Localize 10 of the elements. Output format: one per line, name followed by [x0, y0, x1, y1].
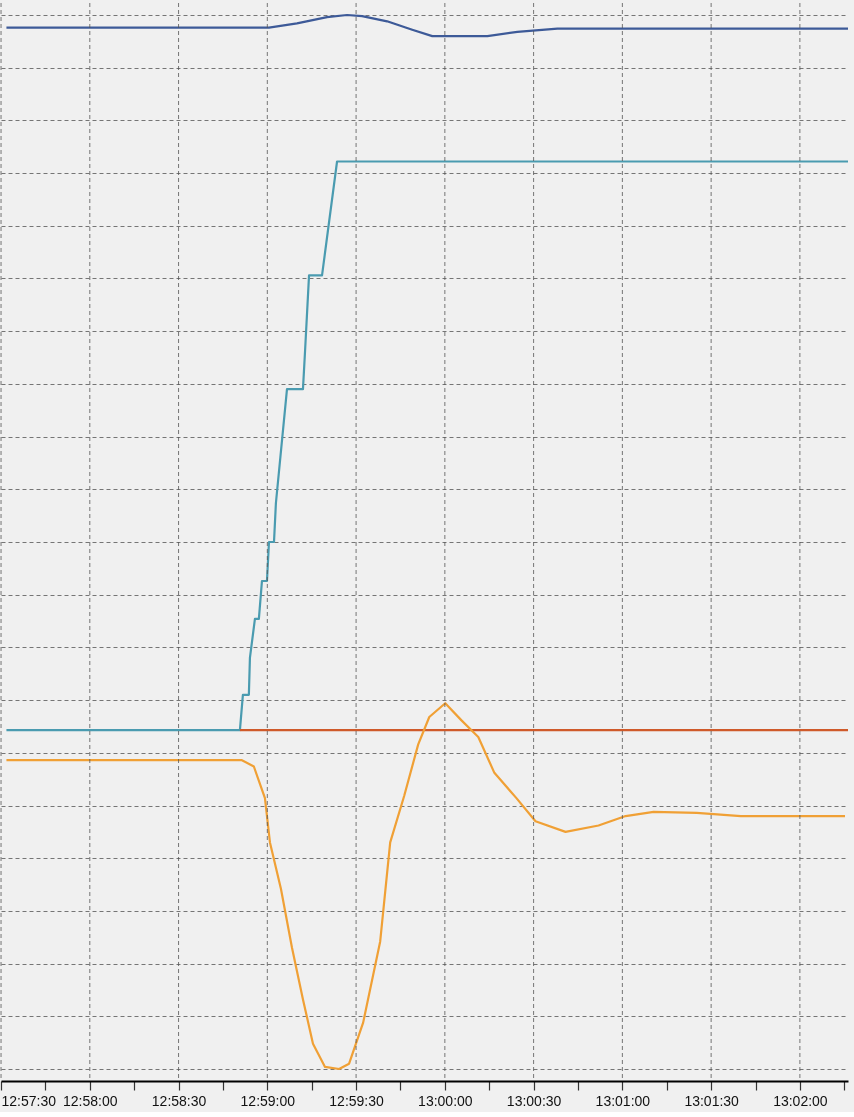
x-tick-label: 12:58:30 — [151, 1092, 207, 1109]
x-tick-label: 13:01:00 — [595, 1092, 651, 1109]
x-tick-label: 12:57:30 — [1, 1092, 57, 1109]
x-tick-label: 13:00:30 — [506, 1092, 562, 1109]
x-tick-label: 12:58:00 — [63, 1092, 118, 1109]
x-tick-label: 12:59:00 — [240, 1092, 296, 1109]
x-tick-label: 13:01:30 — [684, 1092, 740, 1109]
x-tick-label: 13:00:00 — [418, 1092, 473, 1109]
x-tick-label: 13:02:00 — [773, 1092, 828, 1109]
x-tick-label: 12:59:30 — [329, 1092, 385, 1109]
